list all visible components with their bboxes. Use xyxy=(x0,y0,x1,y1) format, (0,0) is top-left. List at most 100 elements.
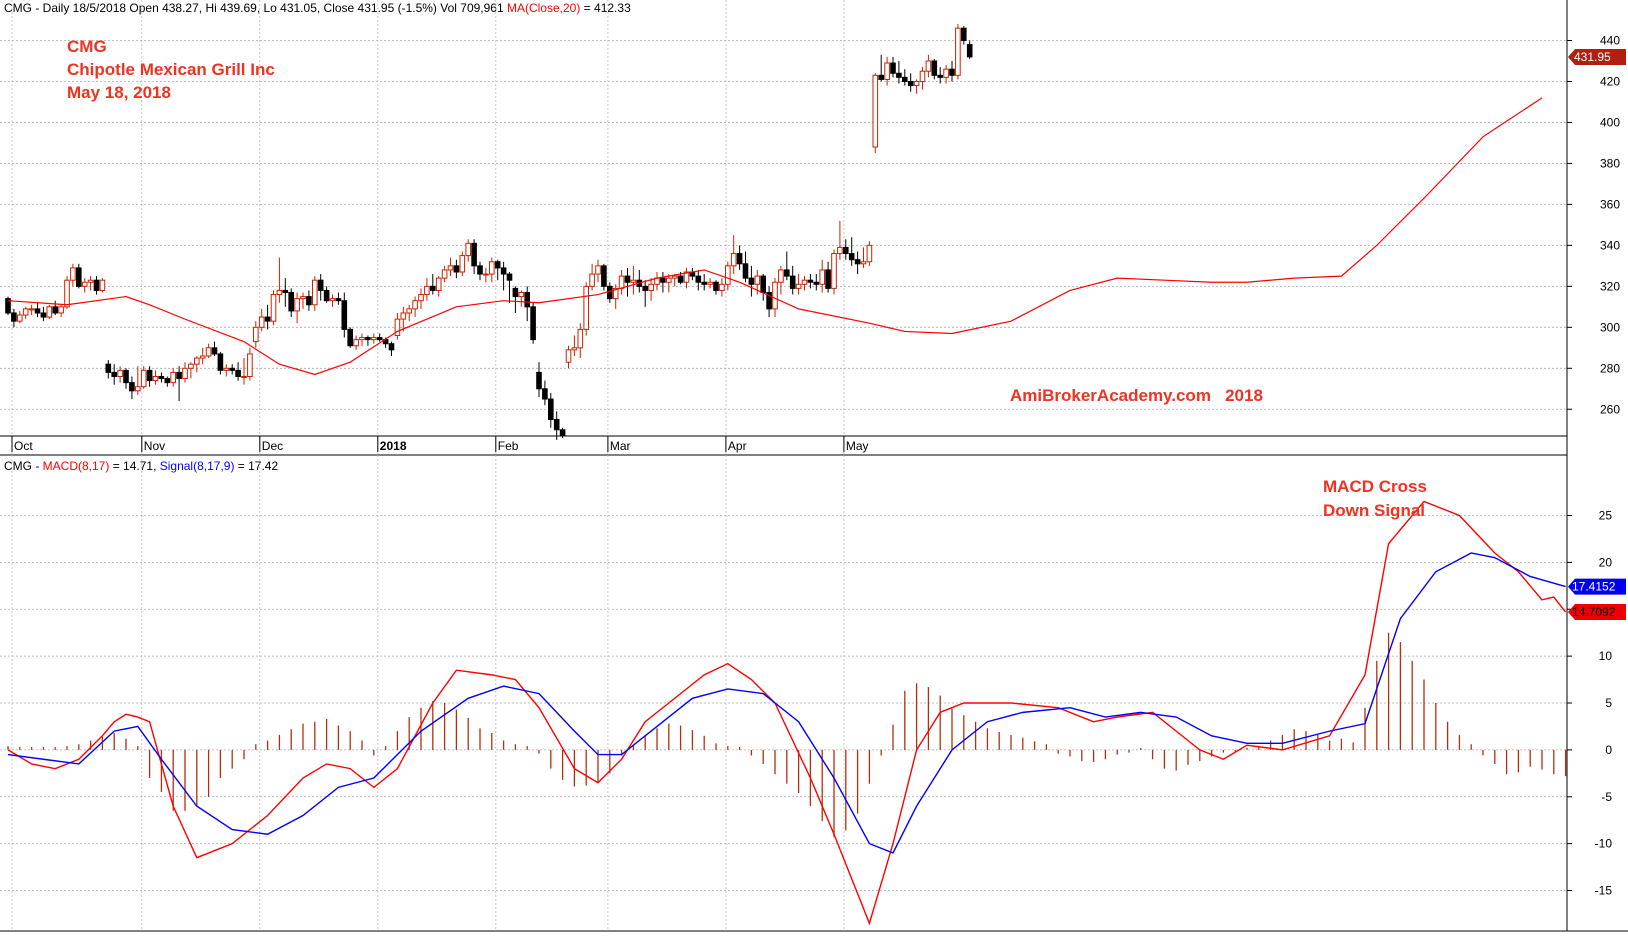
x-tick-label-Mar: Mar xyxy=(610,439,631,453)
candle-body-93 xyxy=(553,419,560,431)
price-header-ma-value: = 412.33 xyxy=(580,1,631,15)
candle-body-140 xyxy=(831,253,837,289)
price-tick-label-380: 380 xyxy=(1600,156,1620,170)
candle-body-82 xyxy=(489,261,495,275)
candle-body-135 xyxy=(801,279,808,285)
x-tick-label-Apr: Apr xyxy=(728,439,747,453)
candle-body-63 xyxy=(376,337,383,341)
candle-body-106 xyxy=(630,279,637,283)
candle-body-142 xyxy=(843,246,849,255)
price-tick-label-400: 400 xyxy=(1600,115,1620,129)
candle-body-13 xyxy=(81,281,88,287)
candle-body-42 xyxy=(253,326,259,343)
candle-body-56 xyxy=(335,298,342,302)
candle-body-60 xyxy=(359,337,365,341)
ma-line xyxy=(7,97,1543,376)
candle-body-101 xyxy=(601,265,607,287)
candle-body-67 xyxy=(400,312,407,320)
candle-body-76 xyxy=(453,265,460,273)
candle-body-11 xyxy=(70,267,76,281)
close-badge: 431.95 xyxy=(1568,48,1626,65)
candle-body-19 xyxy=(117,369,123,377)
candle-body-158 xyxy=(937,74,944,78)
candle-body-3 xyxy=(22,308,29,316)
candle-body-69 xyxy=(412,300,418,310)
candle-body-117 xyxy=(695,275,702,283)
candle-body-92 xyxy=(548,398,554,421)
candle-body-50 xyxy=(300,296,306,300)
candle-body-86 xyxy=(512,287,519,298)
watermark: AmiBrokerAcademy.com 2018 xyxy=(1010,386,1263,405)
candle-body-102 xyxy=(607,285,613,300)
candle-body-129 xyxy=(766,291,772,310)
price-tick-label-440: 440 xyxy=(1600,33,1620,47)
candle-body-159 xyxy=(943,68,949,78)
macd-badge-shape xyxy=(1568,603,1626,620)
price-tick-label-280: 280 xyxy=(1600,361,1620,375)
candle-body-88 xyxy=(524,291,531,308)
candle-body-40 xyxy=(241,375,247,378)
candle-body-12 xyxy=(76,267,82,287)
price-tick-label-340: 340 xyxy=(1600,238,1620,252)
candle-body-7 xyxy=(46,306,53,318)
candlestick-series xyxy=(5,24,973,440)
price-tick-label-360: 360 xyxy=(1600,197,1620,211)
candle-body-37 xyxy=(223,367,230,371)
candle-body-52 xyxy=(312,279,318,306)
candle-body-115 xyxy=(683,271,690,283)
candle-body-62 xyxy=(371,337,377,341)
candle-body-122 xyxy=(725,265,731,285)
candle-body-152 xyxy=(902,76,908,82)
candle-body-78 xyxy=(465,242,471,257)
candle-body-151 xyxy=(896,72,902,78)
candle-body-127 xyxy=(754,275,761,285)
candle-body-97 xyxy=(577,328,584,349)
candle-body-123 xyxy=(730,253,737,267)
candle-body-131 xyxy=(778,269,784,283)
candle-body-70 xyxy=(418,294,424,302)
candle-body-91 xyxy=(542,388,548,400)
candle-body-118 xyxy=(701,281,708,285)
annotation-company: Chipotle Mexican Grill Inc xyxy=(67,60,275,79)
candle-body-24 xyxy=(146,369,153,382)
candle-body-41 xyxy=(247,353,253,377)
macd-header: CMG - MACD(8,17) = 14.71, Signal(8,17,9)… xyxy=(4,459,278,473)
candle-body-83 xyxy=(494,261,501,269)
candle-body-109 xyxy=(648,283,654,291)
candle-body-75 xyxy=(447,265,454,271)
candle-body-61 xyxy=(365,337,371,341)
candle-body-51 xyxy=(306,296,312,306)
close-badge-text: 431.95 xyxy=(1574,50,1611,64)
candle-body-147 xyxy=(872,74,879,148)
candle-body-23 xyxy=(140,369,147,388)
candle-body-21 xyxy=(129,382,135,392)
candle-body-79 xyxy=(471,242,477,267)
candle-body-32 xyxy=(194,357,200,365)
macd-grid xyxy=(0,515,1567,891)
candle-body-96 xyxy=(571,347,578,351)
candle-body-128 xyxy=(760,275,767,293)
candle-body-154 xyxy=(913,80,920,87)
macd-line xyxy=(7,500,1567,926)
candle-body-33 xyxy=(199,355,206,359)
candle-body-87 xyxy=(518,291,525,298)
candle-body-108 xyxy=(642,285,649,291)
close-badge-shape xyxy=(1568,48,1626,65)
candle-body-99 xyxy=(589,273,595,287)
candle-body-155 xyxy=(919,70,926,82)
candle-body-10 xyxy=(64,279,70,308)
candle-body-90 xyxy=(536,371,542,390)
candle-body-73 xyxy=(435,277,442,291)
candle-body-72 xyxy=(430,285,436,291)
candle-body-112 xyxy=(666,277,672,283)
price-y-axis: 260 280 300 320 340 360 380 400 420 440 xyxy=(1567,33,1620,416)
candle-body-162 xyxy=(961,27,967,41)
candle-body-126 xyxy=(748,277,755,285)
candle-body-98 xyxy=(583,285,590,330)
candle-body-139 xyxy=(825,269,831,289)
price-header: CMG - Daily 18/5/2018 Open 438.27, Hi 43… xyxy=(4,1,631,15)
macd-tick-label-25: 25 xyxy=(1599,509,1613,523)
candle-body-156 xyxy=(925,60,932,72)
macd-tick-label-5: 5 xyxy=(1605,696,1612,710)
